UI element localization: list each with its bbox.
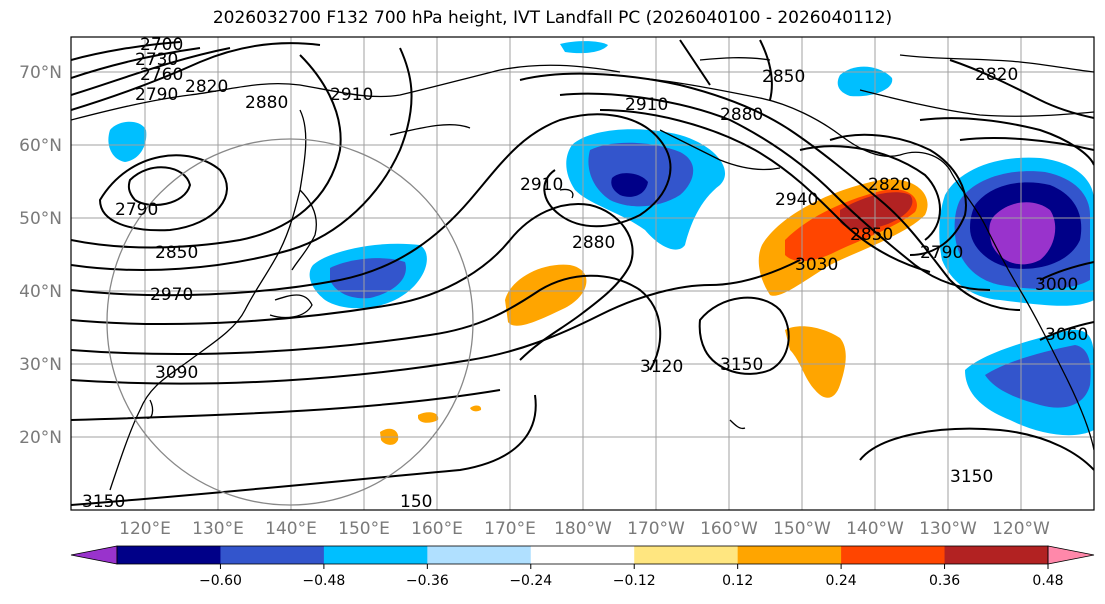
lat-label-40n: 40°N xyxy=(19,282,62,302)
lon-label: 120°W xyxy=(992,519,1050,539)
contour-label: 3030 xyxy=(795,255,838,275)
colorbar-extend-low xyxy=(70,545,118,565)
colorbar-swatch xyxy=(944,546,1049,564)
contour-label: 2940 xyxy=(775,190,818,210)
contour-label: 2790 xyxy=(920,243,963,263)
lon-label: 170°E xyxy=(484,519,536,539)
colorbar-tick-label: 0.36 xyxy=(929,573,960,589)
lon-label: 140°E xyxy=(265,519,317,539)
ivt-shading xyxy=(108,41,1094,445)
contour-label: 2910 xyxy=(330,85,373,105)
contour-label: 2880 xyxy=(572,233,615,253)
negative-anomaly-arctic-1 xyxy=(560,41,608,54)
lon-label: 170°W xyxy=(627,519,685,539)
contour-label: 2880 xyxy=(245,93,288,113)
map-title: 2026032700 F132 700 hPa height, IVT Land… xyxy=(212,8,893,28)
contour-label: 2910 xyxy=(520,175,563,195)
colorbar-tick-label: −0.36 xyxy=(406,573,449,589)
lon-label: 150°E xyxy=(338,519,390,539)
colorbar-tick-label: −0.48 xyxy=(302,573,345,589)
lon-label: 150°W xyxy=(773,519,831,539)
colorbar-swatch xyxy=(530,546,635,564)
latitude-labels: 70°N 60°N 50°N 40°N 30°N 20°N xyxy=(19,63,62,448)
contour-label: 2850 xyxy=(155,243,198,263)
contour-label: 150 xyxy=(400,492,432,512)
lat-label-20n: 20°N xyxy=(19,428,62,448)
positive-anomaly-small-2 xyxy=(418,412,439,423)
positive-anomaly-small-3 xyxy=(470,405,482,412)
contour-label: 2850 xyxy=(762,67,805,87)
colorbar-swatch xyxy=(117,546,221,564)
colorbar-swatch xyxy=(427,546,532,564)
map-frame xyxy=(70,36,1095,511)
lat-label-30n: 30°N xyxy=(19,355,62,375)
negative-anomaly-japan-core xyxy=(330,258,406,299)
contour-label: 3150 xyxy=(950,467,993,487)
negative-anomaly-bering-core xyxy=(611,173,648,197)
lon-label: 160°W xyxy=(700,519,758,539)
contour-label: 2850 xyxy=(850,225,893,245)
contour-label: 2880 xyxy=(720,105,763,125)
colorbar-frame xyxy=(116,545,1049,565)
contour-label: 3090 xyxy=(155,363,198,383)
colorbar-extend-high xyxy=(1047,545,1095,565)
colorbar-tick-label: −0.12 xyxy=(613,573,656,589)
contour-label: 2820 xyxy=(185,77,228,97)
colorbar-tick-label: −0.24 xyxy=(509,573,552,589)
lon-label: 130°E xyxy=(192,519,244,539)
graticule xyxy=(71,37,1094,510)
positive-anomaly-hawaii xyxy=(785,326,846,398)
lon-label: 160°E xyxy=(411,519,463,539)
lat-label-60n: 60°N xyxy=(19,136,62,156)
longitude-labels: 120°E 130°E 140°E 150°E 160°E 170°E 180°… xyxy=(119,519,1050,539)
contour-label: 3060 xyxy=(1045,325,1088,345)
lon-label: 140°W xyxy=(846,519,904,539)
contour-label: 2700 xyxy=(140,35,183,55)
colorbar-tick-label: −0.60 xyxy=(199,573,242,589)
colorbar-tick-label: 0.24 xyxy=(826,573,857,589)
colorbar-swatch xyxy=(323,546,428,564)
colorbar-tick-label: 0.48 xyxy=(1032,573,1063,589)
contour-labels: 2700 2730 2760 2790 2820 2880 2910 2790 … xyxy=(82,35,1088,512)
contour-label: 3150 xyxy=(82,492,125,512)
contour-label: 3120 xyxy=(640,357,683,377)
contour-label: 2970 xyxy=(150,285,193,305)
contour-label: 2790 xyxy=(115,200,158,220)
lon-label: 120°E xyxy=(119,519,171,539)
colorbar-tick-label: 0.12 xyxy=(722,573,753,589)
contour-label: 2730 xyxy=(135,50,178,70)
coastlines xyxy=(71,54,1094,491)
contour-label: 3150 xyxy=(720,355,763,375)
landfall-region-circle xyxy=(106,138,474,506)
colorbar: −0.60 −0.48 −0.36 −0.24 −0.12 0.12 0.24 0.36 0.4… xyxy=(70,545,1095,589)
negative-anomaly-arctic-2 xyxy=(837,66,893,97)
lon-label: 130°W xyxy=(919,519,977,539)
contour-label: 2820 xyxy=(868,175,911,195)
contour-label: 2760 xyxy=(140,65,183,85)
colorbar-swatch xyxy=(841,546,946,564)
lon-label: 180°W xyxy=(554,519,612,539)
contour-label: 3000 xyxy=(1035,275,1078,295)
negative-anomaly-mexico-core xyxy=(985,345,1091,408)
lat-label-70n: 70°N xyxy=(19,63,62,83)
colorbar-swatch xyxy=(737,546,842,564)
lat-label-50n: 50°N xyxy=(19,209,62,229)
colorbar-swatch xyxy=(634,546,739,564)
contour-label: 2790 xyxy=(135,85,178,105)
colorbar-swatch xyxy=(220,546,325,564)
contour-label: 2910 xyxy=(625,95,668,115)
contour-label: 2820 xyxy=(975,65,1018,85)
negative-anomaly-siberia xyxy=(108,121,147,162)
positive-anomaly-darkred xyxy=(840,192,913,230)
height-contours xyxy=(71,39,1094,506)
